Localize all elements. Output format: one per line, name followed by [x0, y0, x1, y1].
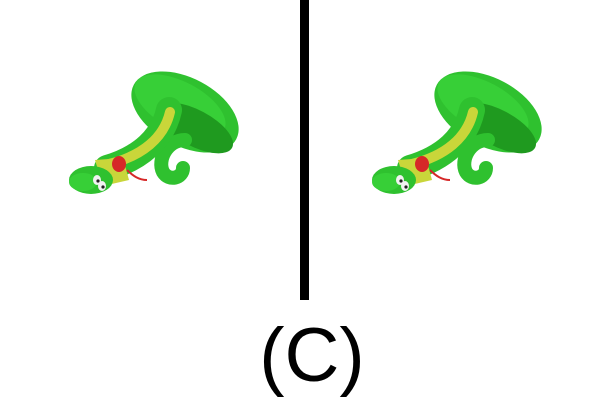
right-panel: [348, 40, 568, 220]
figure-caption: (C): [259, 313, 365, 398]
left-panel: [45, 40, 265, 220]
green-snake-icon: [69, 71, 239, 194]
green-snake-icon: [372, 71, 542, 194]
divider-line: [300, 0, 309, 300]
